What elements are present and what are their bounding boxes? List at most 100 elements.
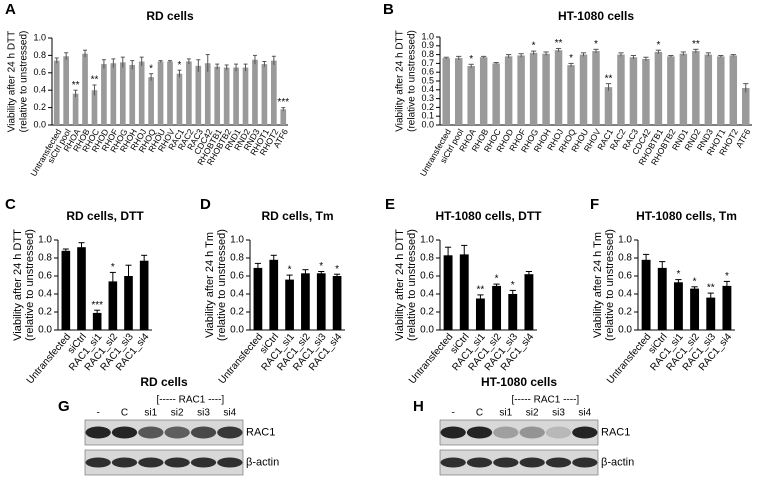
- y-tick-label: 1.0: [33, 32, 46, 42]
- y-tick-label: 0.4: [230, 289, 244, 300]
- bar: [475, 298, 485, 330]
- bar: [517, 55, 525, 126]
- blot-title: HT-1080 cells: [481, 375, 557, 389]
- error-bar: [83, 49, 88, 58]
- error-bar: [605, 83, 612, 91]
- significance: *: [676, 269, 680, 280]
- y-axis-label: Viability after 24 h Tm: [592, 232, 604, 338]
- y-tick-label: 0.6: [230, 271, 244, 282]
- y-axis-label: (relative to unstressed): [407, 30, 418, 132]
- error-bar: [630, 54, 637, 59]
- panel-label: E: [385, 196, 395, 213]
- y-tick-label: 0.3: [421, 93, 434, 103]
- error-bar: [130, 60, 135, 70]
- error-bar: [139, 56, 144, 66]
- lane-label: si1: [499, 408, 512, 419]
- bar: [467, 66, 475, 125]
- band: [111, 457, 138, 468]
- significance: *: [149, 63, 153, 74]
- error-bar: [215, 63, 220, 70]
- bar: [176, 73, 183, 125]
- panel-label: A: [5, 1, 16, 18]
- significance: **: [692, 39, 700, 50]
- blot-strip: [84, 449, 244, 476]
- error-bar: [456, 55, 462, 60]
- y-axis-label: (relative to unstressed): [19, 31, 30, 133]
- y-axis-label: Viability after 24 h DTT: [394, 229, 406, 341]
- panel-label: B: [383, 1, 394, 18]
- y-tick-label: 0.0: [420, 325, 434, 336]
- bar: [204, 63, 211, 125]
- error-bar: [186, 58, 191, 65]
- bar: [253, 267, 263, 330]
- bar: [508, 294, 518, 330]
- error-bar: [125, 264, 132, 287]
- chart-title: HT-1080 cells: [558, 9, 634, 23]
- y-tick-label: 0.6: [420, 271, 434, 282]
- error-bar: [477, 294, 484, 303]
- error-bar: [743, 83, 749, 93]
- bar: [542, 53, 550, 125]
- bar: [301, 273, 310, 330]
- bar: [604, 87, 613, 125]
- band: [138, 457, 164, 468]
- error-bar: [73, 89, 78, 98]
- error-bar: [94, 309, 101, 316]
- y-tick-label: 0.0: [33, 119, 46, 129]
- lane-group-label: [----- RAC1 ----]: [156, 395, 224, 406]
- error-bar: [680, 51, 686, 56]
- error-bar: [54, 57, 59, 64]
- bar: [167, 61, 173, 125]
- bar: [567, 65, 575, 125]
- error-bar: [224, 64, 229, 71]
- error-bar: [318, 271, 325, 276]
- bar: [285, 279, 294, 330]
- y-axis-label: Viability after 24 h DTT: [12, 229, 24, 341]
- significance: ***: [277, 97, 289, 108]
- significance: **: [91, 75, 99, 86]
- significance: *: [288, 265, 292, 276]
- significance: ***: [91, 300, 103, 311]
- bar: [91, 90, 98, 125]
- bar: [524, 274, 534, 330]
- error-bar: [177, 69, 182, 78]
- significance: **: [605, 73, 613, 84]
- y-tick-label: 0.8: [230, 253, 244, 264]
- bar: [271, 60, 277, 126]
- bar: [692, 51, 700, 125]
- y-tick-label: 0.8: [420, 253, 434, 264]
- bar: [61, 250, 71, 330]
- bar: [629, 57, 638, 125]
- error-bar: [334, 273, 341, 278]
- error-bar: [443, 56, 449, 59]
- band: [572, 457, 598, 468]
- bar: [77, 247, 86, 330]
- error-bar: [270, 254, 277, 265]
- error-bar: [196, 59, 201, 72]
- error-bar: [302, 269, 309, 277]
- bar: [63, 56, 69, 125]
- significance: *: [335, 264, 339, 275]
- y-tick-label: 0.8: [38, 253, 52, 264]
- error-bar: [705, 52, 711, 57]
- bar: [124, 276, 133, 330]
- y-tick-label: 0.2: [420, 307, 434, 318]
- blot-strip: [84, 419, 244, 446]
- bar: [108, 281, 118, 330]
- bar: [579, 54, 588, 125]
- band: [440, 457, 466, 468]
- error-bar: [618, 52, 624, 57]
- bar: [667, 56, 675, 125]
- y-tick-label: 0.9: [421, 40, 434, 50]
- error-bar: [530, 50, 537, 55]
- bar: [129, 64, 136, 125]
- bar: [119, 62, 126, 125]
- lane-label: -: [96, 408, 99, 419]
- error-bar: [149, 73, 154, 81]
- y-tick-label: 0.4: [38, 289, 52, 300]
- error-bar: [252, 54, 257, 65]
- significance: *: [693, 276, 697, 287]
- bar: [280, 109, 287, 125]
- band: [545, 457, 572, 468]
